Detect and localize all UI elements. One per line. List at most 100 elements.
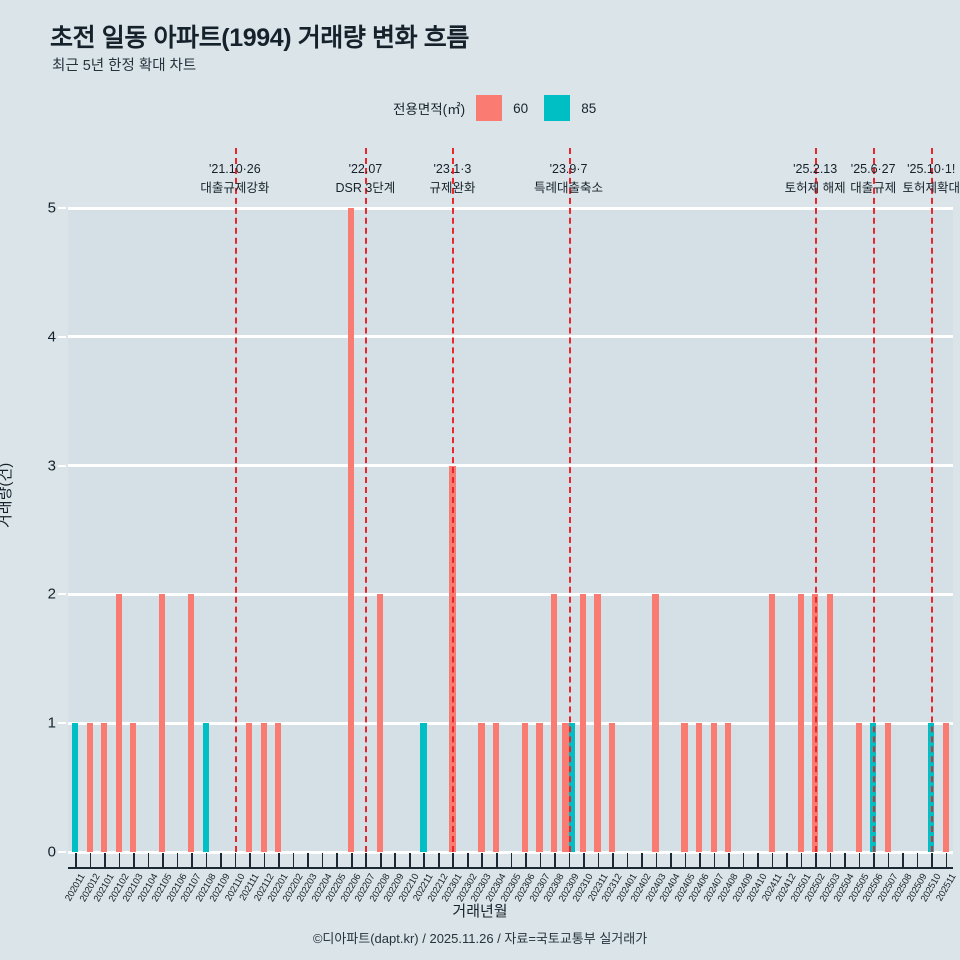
bar[interactable] (562, 723, 569, 852)
bar[interactable] (928, 723, 935, 852)
x-axis-tick-mark (771, 853, 774, 867)
x-axis-tick-mark (815, 853, 817, 867)
bar[interactable] (579, 594, 587, 852)
x-axis-tick-mark (350, 853, 353, 867)
x-axis-tick-mark (641, 853, 643, 867)
bar[interactable] (202, 723, 209, 852)
bar[interactable] (812, 594, 819, 852)
bar[interactable] (826, 594, 833, 852)
x-axis-tick-mark (249, 853, 251, 867)
bar[interactable] (594, 594, 601, 852)
bar[interactable] (536, 723, 543, 852)
bar[interactable] (478, 723, 485, 852)
y-axis-tick-label: 1 (47, 714, 56, 732)
bar[interactable] (115, 594, 122, 852)
x-axis-tick-mark (655, 853, 658, 867)
footer-credit: ©디아파트(dapt.kr) / 2025.11.26 / 자료=국토교통부 실… (312, 931, 648, 946)
legend-swatch-60[interactable] (476, 95, 503, 121)
y-axis-tick-label: 0 (47, 843, 56, 861)
annotation-label: '25.2.13 토허제 해제 (785, 160, 846, 199)
x-axis-tick-mark (118, 853, 121, 867)
x-axis-tick-mark (858, 853, 861, 867)
annotation-date: '21.10·26 (208, 162, 261, 176)
annotation-text: DSR 3단계 (335, 181, 396, 196)
bar[interactable] (246, 723, 253, 852)
x-axis-tick-mark (670, 853, 672, 867)
x-axis-tick-mark (292, 853, 295, 867)
x-axis-tick-mark (495, 853, 498, 867)
bar[interactable] (550, 594, 558, 852)
x-axis-tick-mark (176, 853, 179, 867)
bar[interactable] (696, 723, 703, 852)
x-axis-tick-mark (510, 853, 513, 867)
legend-title: 전용면적(㎡) (393, 102, 466, 117)
x-axis-tick-mark (742, 853, 745, 867)
bar[interactable] (725, 723, 732, 852)
x-axis-tick-mark (321, 853, 324, 867)
bar[interactable] (768, 594, 775, 852)
bar[interactable] (870, 723, 877, 852)
x-axis-tick-mark (728, 853, 730, 867)
bar[interactable] (72, 723, 79, 852)
gridline (68, 335, 953, 339)
x-axis-tick-mark (379, 853, 382, 867)
bar[interactable] (652, 594, 659, 852)
legend-label-60: 60 (513, 100, 529, 116)
bar[interactable] (347, 208, 354, 852)
x-axis-tick-mark (873, 853, 875, 867)
bar[interactable] (568, 723, 575, 852)
bar[interactable] (884, 723, 891, 852)
bar[interactable] (492, 723, 500, 852)
annotation-line (873, 148, 876, 852)
x-axis-tick-mark (713, 853, 716, 867)
x-axis-tick-mark (307, 853, 309, 867)
bar[interactable] (855, 723, 862, 852)
bar[interactable] (260, 723, 267, 852)
x-axis-tick-mark (568, 853, 571, 867)
legend-label-85: 85 (581, 100, 597, 116)
x-axis-tick-mark (902, 853, 904, 867)
legend: 전용면적(㎡) 60 85 (393, 95, 596, 121)
bar[interactable] (420, 723, 427, 852)
bar[interactable] (376, 594, 383, 852)
bar[interactable] (797, 594, 804, 852)
bar[interactable] (159, 594, 166, 852)
page-title: 초전 일동 아파트(1994) 거래량 변화 흐름 (50, 24, 469, 52)
annotation-label: '21.10·26 대출규제강화 (200, 160, 269, 199)
bar[interactable] (130, 723, 137, 852)
bar[interactable] (942, 723, 949, 852)
x-axis-tick-mark (626, 853, 629, 867)
annotation-line (234, 148, 237, 852)
bar[interactable] (710, 723, 717, 852)
gridline (68, 721, 953, 725)
y-axis-tick-mark (58, 851, 66, 853)
x-axis-tick-mark (162, 853, 164, 867)
annotation-text: 토허제확대 (902, 181, 960, 196)
x-axis-tick-mark (916, 853, 919, 867)
x-axis-tick-mark (829, 853, 832, 867)
annotation-text: 대출규제강화 (200, 181, 270, 196)
x-axis-tick-mark (408, 853, 411, 867)
bar[interactable] (521, 723, 529, 852)
x-axis-tick-mark (612, 853, 614, 867)
y-axis-title: 거래량(건) (0, 462, 14, 528)
y-axis-tick-label: 3 (47, 457, 56, 475)
annotation-date: '25.6·27 (850, 162, 896, 176)
bar[interactable] (608, 723, 616, 852)
legend-swatch-85[interactable] (544, 95, 571, 121)
bar[interactable] (188, 594, 195, 852)
x-axis-line (68, 867, 953, 869)
bar[interactable] (275, 723, 282, 852)
plot-area (68, 148, 953, 854)
annotation-text: 특례대출축소 (534, 181, 604, 196)
x-axis-tick-mark (205, 853, 208, 867)
y-axis-tick-mark (58, 464, 66, 467)
bar[interactable] (101, 723, 108, 852)
bar[interactable] (86, 723, 93, 852)
x-axis-tick-mark (684, 853, 687, 867)
bar[interactable] (681, 723, 688, 852)
annotation-date: '22.07 (348, 162, 383, 176)
annotation-line (365, 148, 368, 852)
x-axis-tick-mark (525, 853, 527, 867)
